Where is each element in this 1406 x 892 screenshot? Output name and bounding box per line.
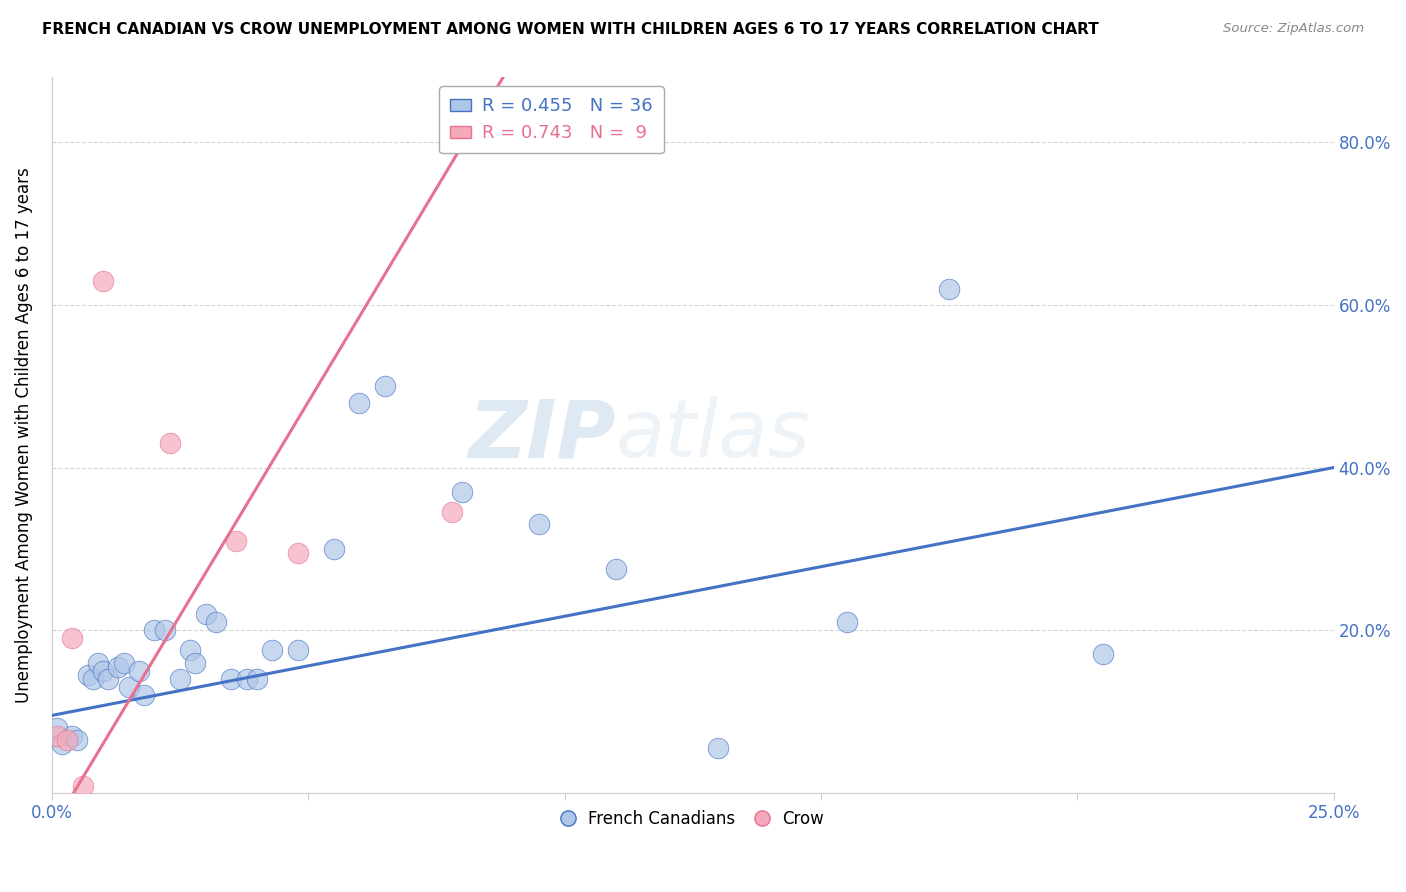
Point [76, 668, 98, 682]
Point [374, 379, 396, 393]
Point [97, 672, 120, 686]
Point [132, 688, 155, 702]
Point [1091, 648, 1114, 662]
Point [194, 607, 217, 621]
Point [835, 615, 858, 629]
Point [235, 672, 257, 686]
Point [143, 623, 166, 637]
Point [159, 436, 181, 450]
Point [60, 729, 83, 743]
Point [322, 541, 344, 556]
Point [107, 659, 129, 673]
Point [605, 562, 627, 576]
Point [707, 741, 730, 756]
Point [87, 656, 110, 670]
Point [82, 672, 104, 686]
Point [451, 485, 474, 500]
Point [287, 643, 309, 657]
Text: atlas: atlas [616, 396, 810, 474]
Point [45, 721, 67, 735]
Point [45, 729, 67, 743]
Point [169, 672, 191, 686]
Point [56, 732, 79, 747]
Point [51, 737, 73, 751]
Point [262, 643, 284, 657]
Point [287, 546, 309, 560]
Point [440, 505, 463, 519]
Point [938, 282, 960, 296]
Point [205, 615, 228, 629]
Point [112, 656, 135, 670]
Point [118, 680, 141, 694]
Point [66, 732, 89, 747]
Text: Source: ZipAtlas.com: Source: ZipAtlas.com [1223, 22, 1364, 36]
Point [153, 623, 176, 637]
Point [527, 517, 550, 532]
Point [91, 664, 114, 678]
Legend: French Canadians, Crow: French Canadians, Crow [555, 803, 831, 834]
Point [72, 779, 94, 793]
Point [349, 395, 371, 409]
Point [225, 533, 247, 548]
Point [184, 656, 207, 670]
Y-axis label: Unemployment Among Women with Children Ages 6 to 17 years: Unemployment Among Women with Children A… [15, 167, 32, 703]
Point [179, 643, 201, 657]
Point [219, 672, 242, 686]
Text: FRENCH CANADIAN VS CROW UNEMPLOYMENT AMONG WOMEN WITH CHILDREN AGES 6 TO 17 YEAR: FRENCH CANADIAN VS CROW UNEMPLOYMENT AMO… [42, 22, 1099, 37]
Point [246, 672, 269, 686]
Text: ZIP: ZIP [468, 396, 616, 474]
Point [91, 274, 114, 288]
Point [128, 664, 150, 678]
Point [60, 632, 83, 646]
